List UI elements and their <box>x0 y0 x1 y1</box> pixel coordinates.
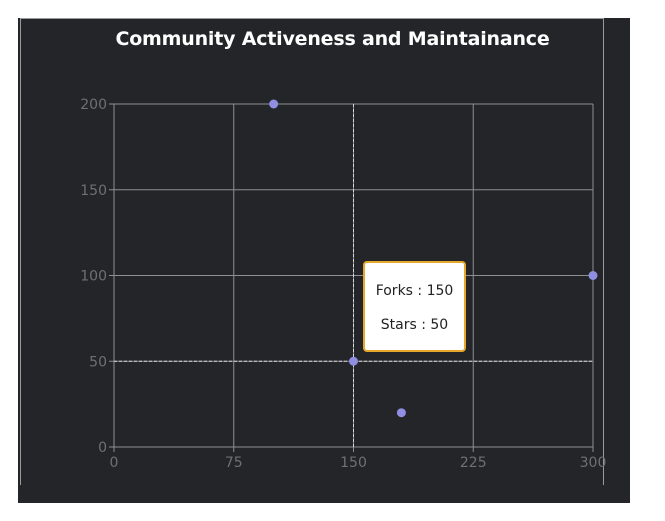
scatter-point-2[interactable] <box>396 408 406 418</box>
data-points <box>269 99 598 418</box>
chart-title: Community Activeness and Maintainance <box>115 28 550 50</box>
scatter-point-3[interactable] <box>588 271 598 280</box>
grid-lines <box>109 103 594 452</box>
x-tick-label-2: 150 <box>340 455 367 471</box>
tick-labels: 0 75 150 225 300 0 50 100 150 200 <box>80 97 606 471</box>
x-tick-label-4: 300 <box>580 455 607 471</box>
tooltip-stars: Stars : 50 <box>380 317 449 333</box>
tooltip-forks: Forks : 150 <box>375 283 454 299</box>
y-tick-label-3: 150 <box>80 183 107 199</box>
y-tick-label-1: 50 <box>89 354 107 370</box>
y-tick-label-0: 0 <box>98 440 107 456</box>
crosshair <box>114 104 593 447</box>
x-tick-label-0: 0 <box>110 455 119 471</box>
chart-panel <box>20 18 604 485</box>
x-tick-label-3: 225 <box>460 455 487 471</box>
y-tick-label-4: 200 <box>80 97 107 113</box>
chart-frame <box>18 18 630 503</box>
point-tooltip: Forks : 150 Stars : 50 <box>363 261 466 352</box>
y-tick-label-2: 100 <box>80 269 107 285</box>
x-tick-label-1: 75 <box>225 455 243 471</box>
scatter-point-0[interactable] <box>269 99 279 109</box>
scatter-point-1[interactable] <box>349 356 358 366</box>
